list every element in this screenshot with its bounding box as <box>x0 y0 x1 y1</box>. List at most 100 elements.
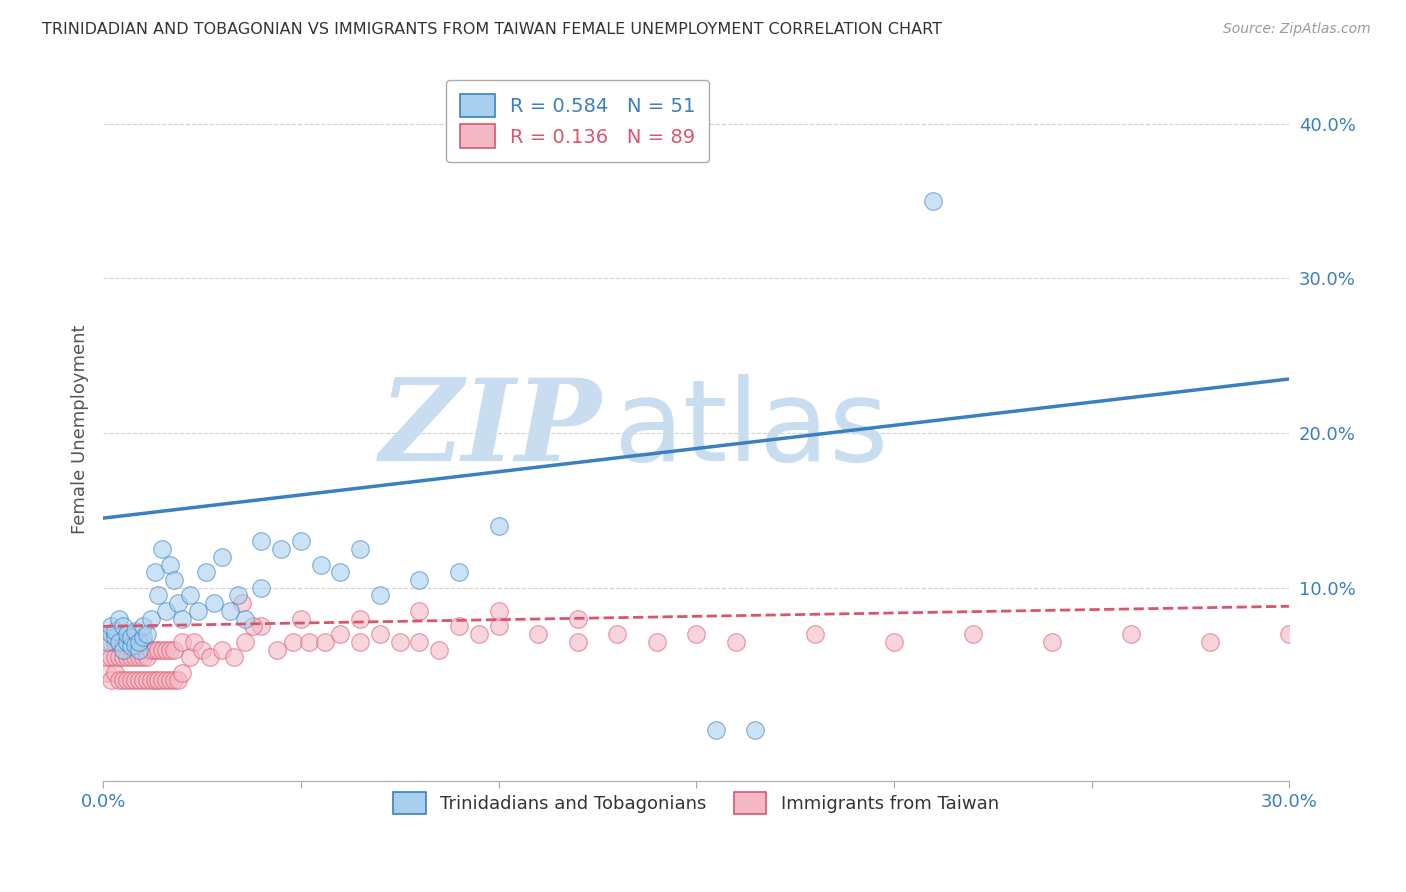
Point <box>111 642 134 657</box>
Point <box>124 635 146 649</box>
Point <box>108 673 131 688</box>
Point <box>159 558 181 572</box>
Point <box>128 673 150 688</box>
Point <box>148 642 170 657</box>
Point <box>131 619 153 633</box>
Point <box>111 650 134 665</box>
Point <box>128 650 150 665</box>
Point <box>567 612 589 626</box>
Point <box>104 624 127 638</box>
Point <box>804 627 827 641</box>
Point <box>211 642 233 657</box>
Point <box>124 650 146 665</box>
Point <box>155 642 177 657</box>
Point <box>131 673 153 688</box>
Point <box>100 619 122 633</box>
Point <box>235 612 257 626</box>
Point <box>96 635 118 649</box>
Point <box>447 566 470 580</box>
Point <box>218 604 240 618</box>
Point <box>167 673 190 688</box>
Point <box>128 642 150 657</box>
Point <box>131 635 153 649</box>
Point <box>172 635 194 649</box>
Text: ZIP: ZIP <box>380 374 602 484</box>
Point <box>124 638 146 652</box>
Point <box>135 673 157 688</box>
Point <box>131 650 153 665</box>
Point <box>108 612 131 626</box>
Point <box>183 635 205 649</box>
Point <box>96 665 118 680</box>
Point <box>1040 635 1063 649</box>
Point <box>143 566 166 580</box>
Point <box>143 673 166 688</box>
Point <box>128 635 150 649</box>
Point <box>139 673 162 688</box>
Point <box>685 627 707 641</box>
Point <box>281 635 304 649</box>
Point <box>488 519 510 533</box>
Point <box>222 650 245 665</box>
Point <box>290 612 312 626</box>
Point <box>231 596 253 610</box>
Point <box>115 673 138 688</box>
Point <box>100 650 122 665</box>
Point <box>163 673 186 688</box>
Point <box>527 627 550 641</box>
Text: atlas: atlas <box>613 374 889 484</box>
Point <box>309 558 332 572</box>
Point <box>104 665 127 680</box>
Point <box>139 612 162 626</box>
Point <box>139 642 162 657</box>
Point <box>488 604 510 618</box>
Point <box>163 642 186 657</box>
Point <box>135 650 157 665</box>
Point <box>179 650 201 665</box>
Point <box>235 635 257 649</box>
Point <box>606 627 628 641</box>
Point <box>250 619 273 633</box>
Point <box>120 640 142 654</box>
Point <box>408 604 430 618</box>
Point <box>270 542 292 557</box>
Point <box>314 635 336 649</box>
Text: TRINIDADIAN AND TOBAGONIAN VS IMMIGRANTS FROM TAIWAN FEMALE UNEMPLOYMENT CORRELA: TRINIDADIAN AND TOBAGONIAN VS IMMIGRANTS… <box>42 22 942 37</box>
Point <box>131 630 153 644</box>
Point <box>155 673 177 688</box>
Point <box>115 635 138 649</box>
Point <box>744 723 766 737</box>
Point <box>100 635 122 649</box>
Point <box>155 604 177 618</box>
Point <box>108 635 131 649</box>
Point <box>120 673 142 688</box>
Y-axis label: Female Unemployment: Female Unemployment <box>72 325 89 534</box>
Point <box>100 673 122 688</box>
Legend: Trinidadians and Tobagonians, Immigrants from Taiwan: Trinidadians and Tobagonians, Immigrants… <box>382 781 1010 825</box>
Point <box>111 635 134 649</box>
Point <box>408 635 430 649</box>
Point <box>191 642 214 657</box>
Point <box>152 542 174 557</box>
Point <box>883 635 905 649</box>
Point <box>148 589 170 603</box>
Point <box>408 573 430 587</box>
Point <box>349 635 371 649</box>
Point <box>159 673 181 688</box>
Point <box>96 650 118 665</box>
Point <box>152 642 174 657</box>
Point <box>349 542 371 557</box>
Point <box>115 650 138 665</box>
Point <box>172 612 194 626</box>
Point <box>368 627 391 641</box>
Point <box>368 589 391 603</box>
Point <box>100 627 122 641</box>
Point <box>148 673 170 688</box>
Point <box>115 627 138 641</box>
Point <box>104 650 127 665</box>
Point <box>167 596 190 610</box>
Point <box>120 650 142 665</box>
Point <box>962 627 984 641</box>
Point <box>135 627 157 641</box>
Point <box>488 619 510 633</box>
